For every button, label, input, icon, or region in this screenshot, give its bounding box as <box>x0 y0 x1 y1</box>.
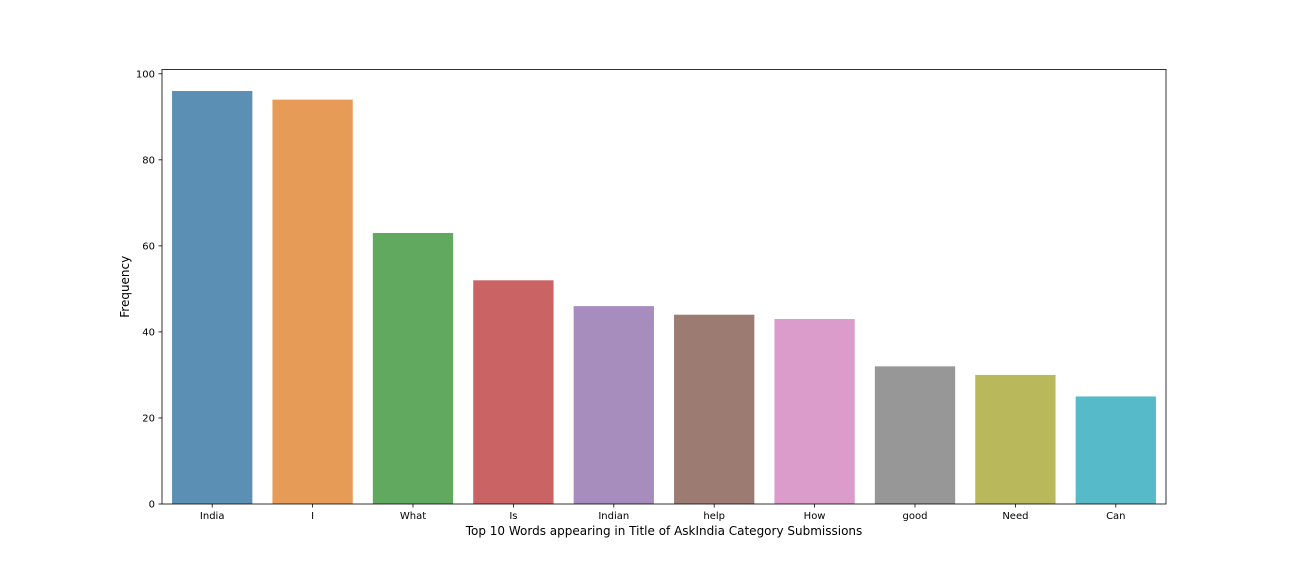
x-tick-label: good <box>903 511 928 522</box>
x-tick-label: How <box>804 511 826 522</box>
bar-how <box>774 319 855 504</box>
y-tick-label: 40 <box>142 327 155 338</box>
y-tick-label: 0 <box>149 500 155 511</box>
bar-can <box>1075 396 1156 504</box>
y-axis-label: Frequency <box>118 256 132 318</box>
bars-group <box>172 91 1156 505</box>
x-tick-label: Can <box>1106 511 1125 522</box>
x-tick-label: India <box>200 511 225 522</box>
x-tick-label: Is <box>509 511 517 522</box>
y-tick-label: 60 <box>142 241 155 252</box>
bar-is <box>473 280 554 504</box>
x-tick-label: What <box>400 511 426 522</box>
bar-what <box>372 232 454 504</box>
bar-help <box>674 314 755 504</box>
x-tick-label: help <box>703 511 725 522</box>
x-tick-label: Need <box>1002 511 1028 522</box>
bar-i <box>272 99 353 504</box>
y-tick-label: 20 <box>142 413 155 424</box>
plot-frame <box>161 69 1167 505</box>
x-axis-label: Top 10 Words appearing in Title of AskIn… <box>465 524 863 538</box>
x-tick-label: Indian <box>598 511 629 522</box>
bar-india <box>172 91 253 505</box>
y-axis-ticks: 0 20 40 60 80 100 <box>136 69 162 511</box>
y-tick-label: 100 <box>136 69 155 80</box>
bar-good <box>874 366 956 504</box>
x-tick-label: I <box>311 511 314 522</box>
y-tick-label: 80 <box>142 155 155 166</box>
bar-indian <box>573 306 654 504</box>
x-axis-ticks: India I What Is Indian help How good Need Can <box>200 504 1126 522</box>
bar-need <box>975 374 1056 504</box>
